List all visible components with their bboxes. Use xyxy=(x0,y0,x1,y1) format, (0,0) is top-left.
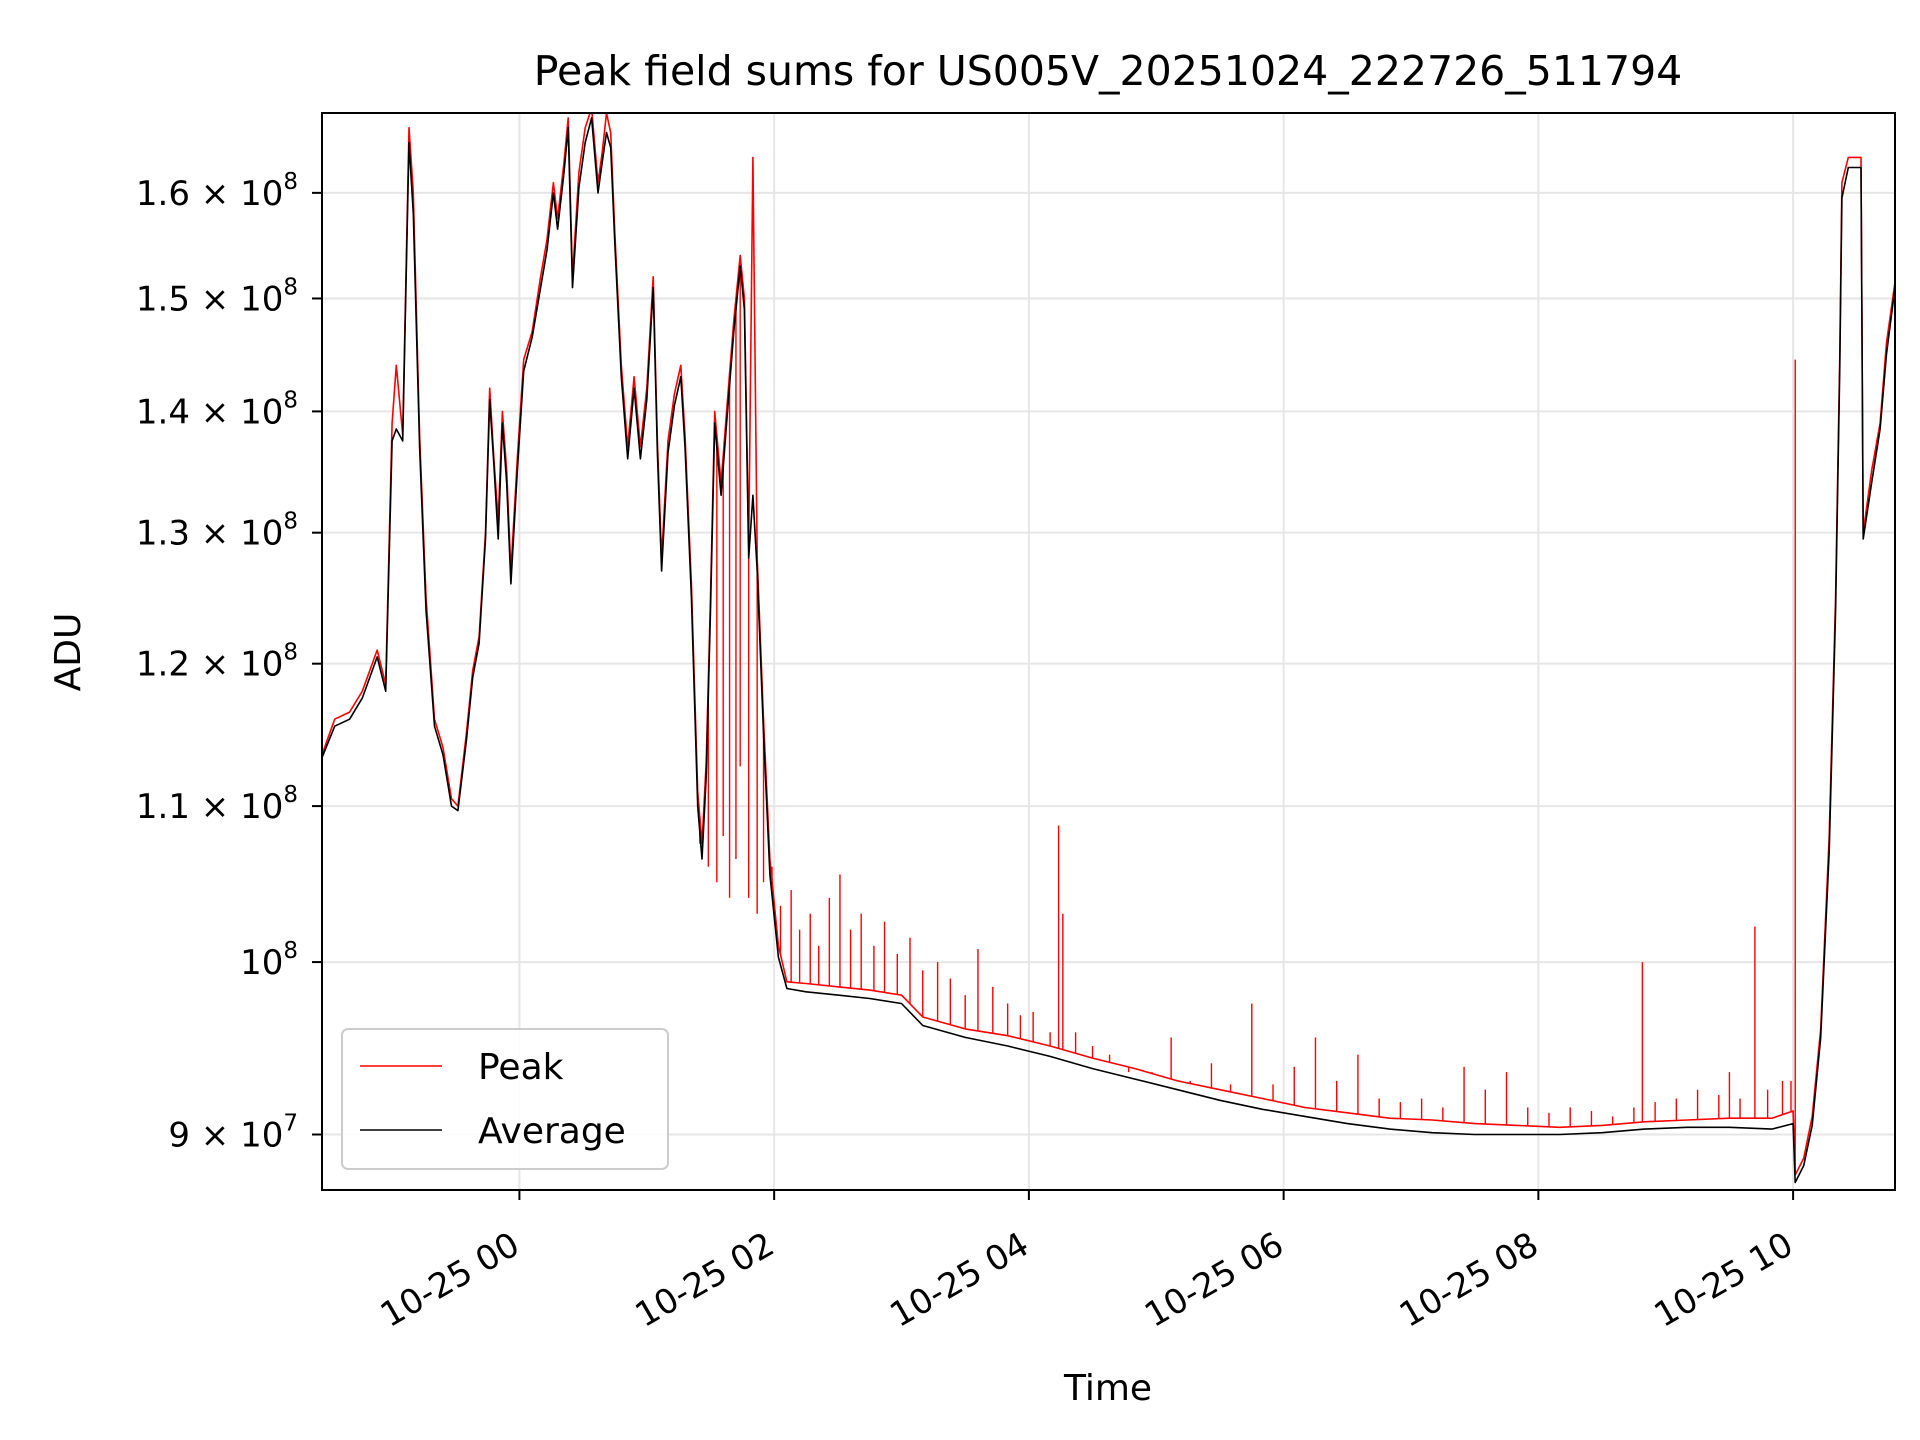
y-tick-label: 9 × 107 xyxy=(168,1111,298,1156)
y-tick-label: 1.2 × 108 xyxy=(136,640,298,685)
legend-box xyxy=(341,1028,669,1170)
y-tick-label: 108 xyxy=(240,938,298,983)
legend-label-peak: Peak xyxy=(478,1047,564,1088)
y-tick-label: 1.3 × 108 xyxy=(136,509,298,554)
plot-frame xyxy=(321,112,1896,1191)
y-tick-label: 1.6 × 108 xyxy=(136,169,298,214)
grid xyxy=(322,113,1895,1190)
series-line-average xyxy=(322,117,1895,1184)
legend-label-average: Average xyxy=(478,1111,626,1152)
series-group xyxy=(322,113,1895,1184)
chart-title: Peak field sums for US005V_20251024_2227… xyxy=(534,47,1683,95)
y-tick-label: 1.5 × 108 xyxy=(136,274,298,319)
y-tick-label: 1.4 × 108 xyxy=(136,387,298,432)
y-axis-label: ADU xyxy=(48,613,89,692)
legend: Peak Average xyxy=(341,1028,669,1170)
x-axis-label: Time xyxy=(1063,1368,1152,1409)
y-tick-label: 1.1 × 108 xyxy=(136,782,298,827)
